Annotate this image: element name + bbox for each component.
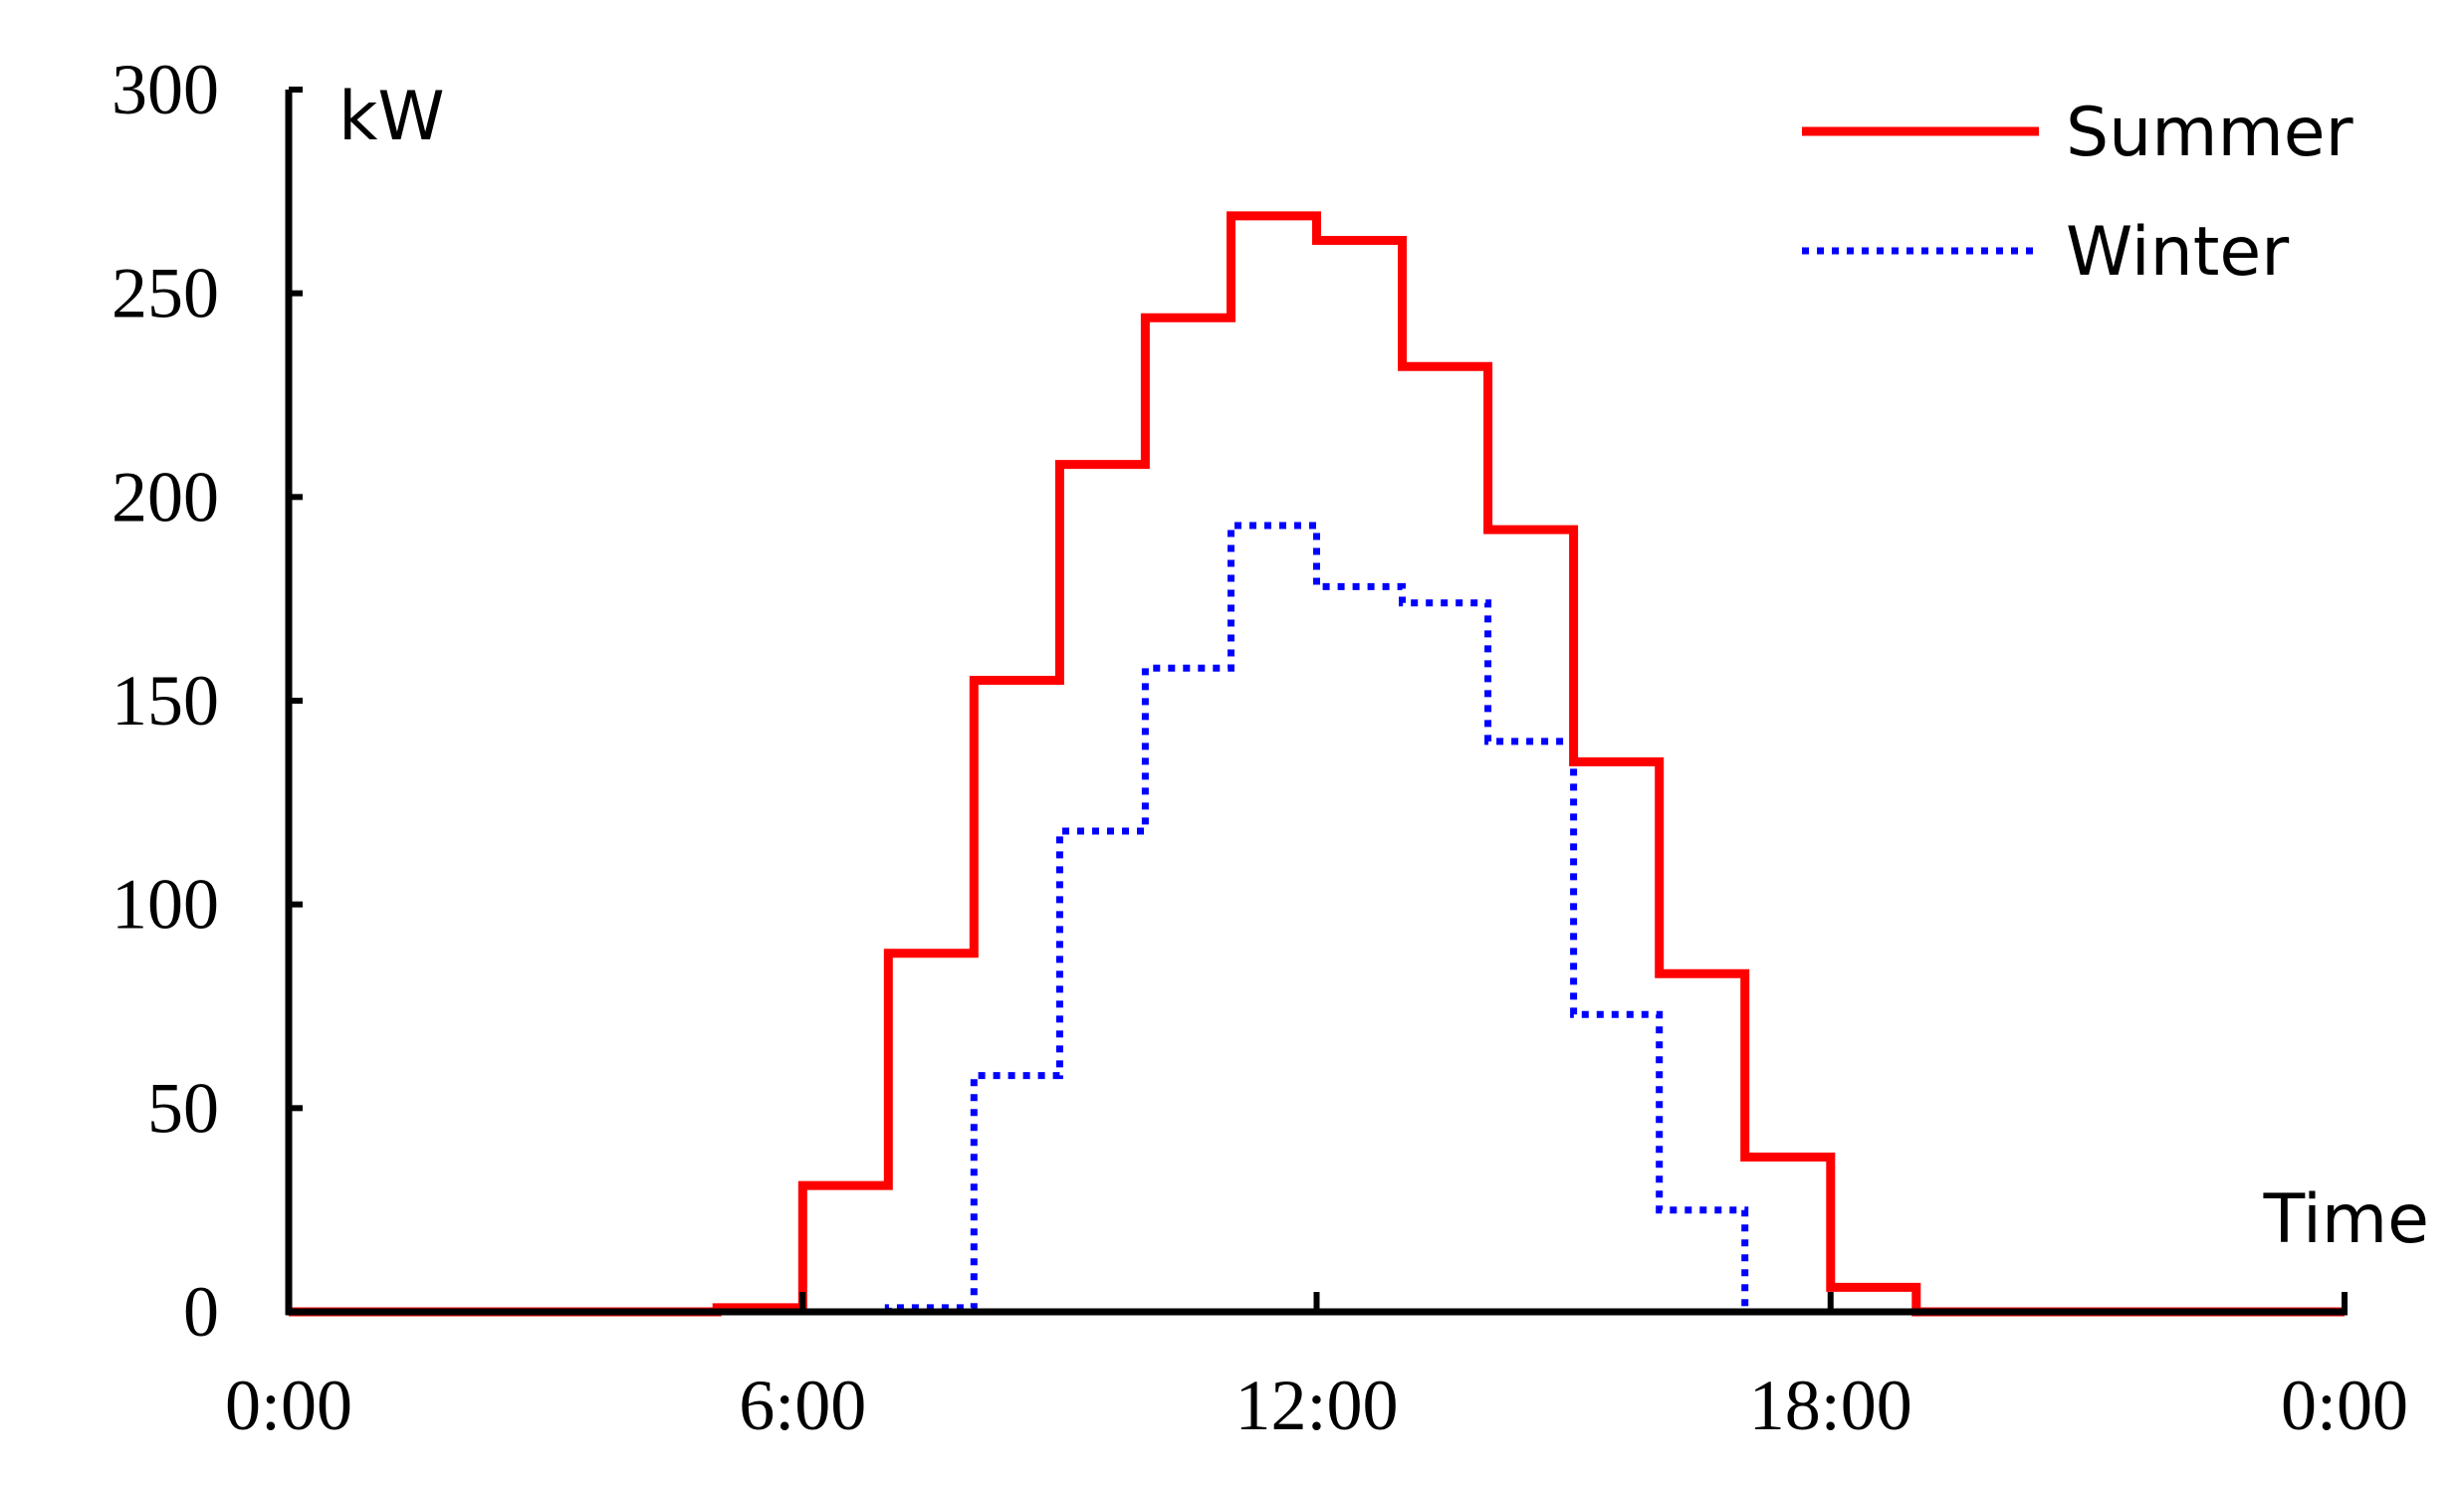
y-tick-label: 100 <box>112 865 219 945</box>
y-ticks: 0 50 100 150 200 250 300 <box>112 50 303 1352</box>
series-line-summer <box>289 211 2345 1317</box>
legend-label-winter: Winter <box>2066 213 2289 292</box>
y-tick-label: 250 <box>112 254 219 333</box>
y-axis-unit-label: kW <box>338 78 445 156</box>
x-tick-label: 0:00 <box>225 1366 352 1445</box>
series-layer <box>289 211 2345 1317</box>
y-tick-label: 200 <box>112 457 219 536</box>
x-tick-label: 6:00 <box>739 1366 866 1445</box>
x-ticks: 0:00 6:00 12:00 18:00 0:00 <box>225 1292 2408 1445</box>
y-tick-label: 0 <box>183 1272 219 1352</box>
y-tick-label: 300 <box>112 50 219 129</box>
y-tick-label: 50 <box>147 1068 219 1148</box>
x-axis-label: Time <box>2263 1180 2429 1259</box>
legend: Summer Winter <box>1802 94 2353 292</box>
x-tick-label: 0:00 <box>2281 1366 2408 1445</box>
legend-label-summer: Summer <box>2066 94 2353 172</box>
series-line-winter <box>289 522 2345 1316</box>
x-tick-label: 12:00 <box>1234 1366 1398 1445</box>
x-tick-label: 18:00 <box>1749 1366 1912 1445</box>
y-tick-label: 150 <box>112 661 219 741</box>
